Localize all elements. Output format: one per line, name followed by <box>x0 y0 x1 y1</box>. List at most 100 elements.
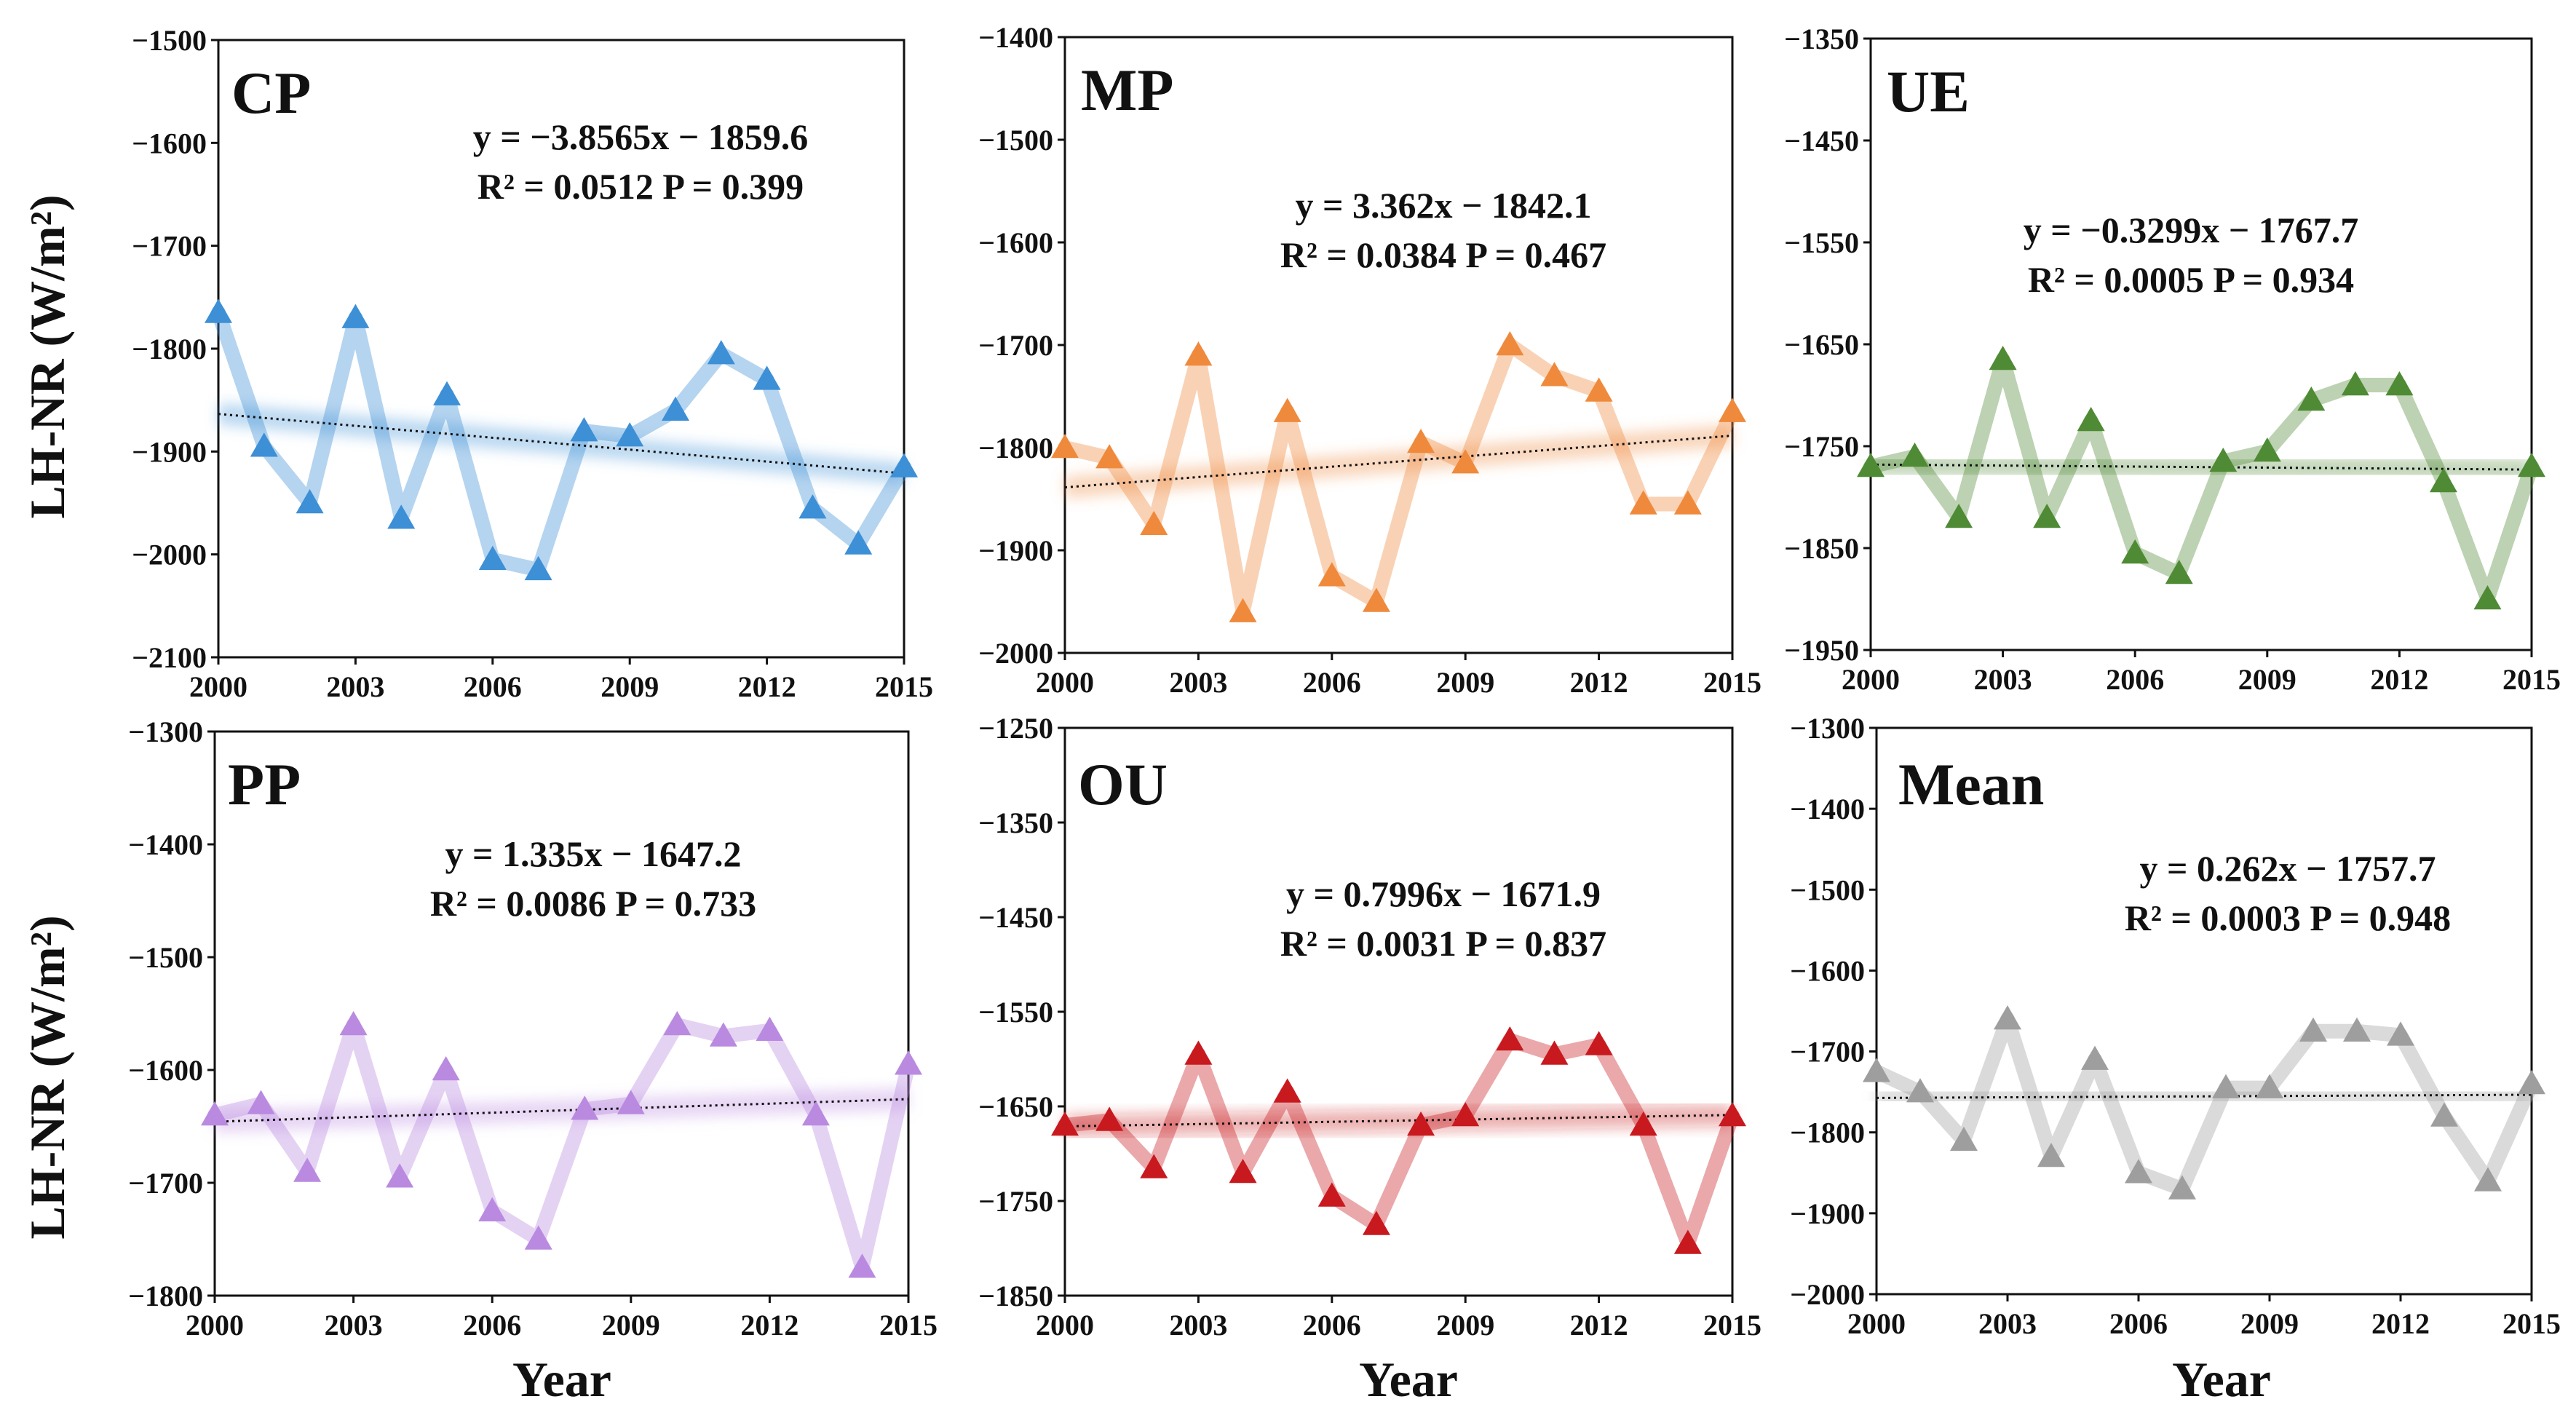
x-tick-label: 2015 <box>2502 1307 2561 1340</box>
data-point-marker <box>1719 1102 1746 1127</box>
panel-label: OU <box>1078 751 1168 817</box>
y-tick-label: −1700 <box>978 329 1053 362</box>
trend-line <box>214 1098 909 1123</box>
x-tick-label: 2000 <box>1847 1307 1906 1340</box>
data-point-marker <box>1857 453 1885 477</box>
y-tick-label: −1300 <box>128 716 203 748</box>
panel-label: MP <box>1081 57 1173 123</box>
panel-label: Mean <box>1898 751 2044 817</box>
y-axis-title-bottom: LH-NR (W/m²) <box>20 915 75 1239</box>
y-tick-label: −1900 <box>1790 1197 1865 1230</box>
data-point-marker <box>1140 1154 1168 1178</box>
plot-frame <box>1063 36 1734 654</box>
data-point-marker <box>709 1022 737 1047</box>
data-point-marker <box>571 1095 599 1120</box>
x-tick-label: 2009 <box>601 670 659 703</box>
y-tick-label: −1800 <box>1790 1117 1865 1149</box>
y-tick-label: −1450 <box>978 901 1053 934</box>
data-point-marker <box>296 489 324 514</box>
x-tick-label: 2006 <box>464 670 522 703</box>
data-point-marker <box>2387 1021 2414 1046</box>
data-point-marker <box>616 422 644 447</box>
data-point-marker <box>1451 1102 1480 1127</box>
y-tick-label: −1800 <box>128 1280 203 1312</box>
plot-frame <box>1875 726 2533 1296</box>
data-point-marker <box>386 1163 414 1188</box>
y-tick-label: −1850 <box>1784 532 1859 565</box>
data-point-marker <box>2473 585 2502 610</box>
data-point-marker <box>250 432 278 457</box>
data-point-marker <box>2518 453 2545 477</box>
x-axis-title-left: Year <box>512 1352 611 1407</box>
x-tick-label: 2015 <box>875 670 933 703</box>
y-tick-label: −1900 <box>132 435 207 468</box>
data-point-marker <box>1184 1040 1213 1065</box>
x-tick-label: 2000 <box>1036 666 1094 699</box>
panel-label: PP <box>228 751 301 817</box>
regression-equation: y = −3.8565x − 1859.6 <box>473 116 808 157</box>
y-tick-label: −1450 <box>1784 124 1859 157</box>
data-point-marker <box>2430 1102 2458 1127</box>
x-tick-label: 2003 <box>1974 663 2032 696</box>
data-point-marker <box>2165 560 2193 584</box>
y-tick-label: −1400 <box>128 828 203 861</box>
data-point-marker <box>1901 443 1929 467</box>
data-point-marker <box>1273 397 1301 422</box>
y-tick-label: −2000 <box>1790 1278 1865 1311</box>
x-tick-label: 2015 <box>1703 666 1761 699</box>
data-point-marker <box>2297 387 2326 411</box>
regression-stats: R² = 0.0031 P = 0.837 <box>1280 923 1606 964</box>
series-line-ou <box>1058 1033 1740 1251</box>
y-tick-label: −2100 <box>132 641 207 674</box>
data-point-marker <box>1317 1182 1346 1207</box>
series-line-pp <box>207 1018 916 1275</box>
x-tick-label: 2003 <box>326 670 384 703</box>
data-point-marker <box>2256 1074 2283 1098</box>
y-tick-label: −1650 <box>1784 328 1859 361</box>
regression-equation: y = −0.3299x − 1767.7 <box>2024 210 2358 250</box>
data-point-marker <box>2168 1175 2196 1200</box>
y-tick-label: −1700 <box>132 230 207 263</box>
data-point-marker <box>1362 587 1390 612</box>
data-point-marker <box>201 1101 229 1126</box>
data-point-marker <box>1945 504 1973 528</box>
panel-label: CP <box>231 60 311 126</box>
data-point-marker <box>1095 1106 1124 1131</box>
series-line-cp <box>211 305 911 577</box>
data-point-marker <box>2037 1143 2065 1168</box>
data-point-marker <box>848 1253 876 1278</box>
data-point-marker <box>1496 331 1524 356</box>
data-point-marker <box>2033 504 2061 528</box>
x-tick-label: 2006 <box>2109 1307 2168 1340</box>
regression-equation: y = 0.7996x − 1671.9 <box>1286 873 1601 914</box>
regression-equation: y = 0.262x − 1757.7 <box>2140 848 2436 889</box>
y-tick-label: −1800 <box>978 432 1053 464</box>
y-tick-label: −1550 <box>1784 226 1859 259</box>
regression-equation: y = 1.335x − 1647.2 <box>445 833 742 874</box>
x-tick-label: 2000 <box>189 670 247 703</box>
data-point-marker <box>1229 1159 1257 1184</box>
data-point-marker <box>570 417 598 442</box>
trend-line <box>1064 435 1733 489</box>
data-point-marker <box>1585 1031 1613 1055</box>
x-tick-label: 2000 <box>1036 1309 1094 1341</box>
series-line-mean <box>1869 1012 2539 1197</box>
data-point-marker <box>1051 434 1079 459</box>
data-point-marker <box>1362 1210 1390 1235</box>
trend-line <box>1876 1093 2532 1099</box>
y-tick-label: −1400 <box>978 21 1053 54</box>
x-tick-label: 2003 <box>1169 666 1227 699</box>
x-tick-label: 2015 <box>1703 1309 1761 1341</box>
y-tick-label: −1550 <box>978 996 1053 1028</box>
regression-stats: R² = 0.0512 P = 0.399 <box>477 166 804 207</box>
data-point-marker <box>798 494 827 519</box>
y-axis-title-top: LH-NR (W/m²) <box>20 194 75 518</box>
data-point-marker <box>1095 444 1124 469</box>
y-tick-label: −1600 <box>1790 954 1865 987</box>
